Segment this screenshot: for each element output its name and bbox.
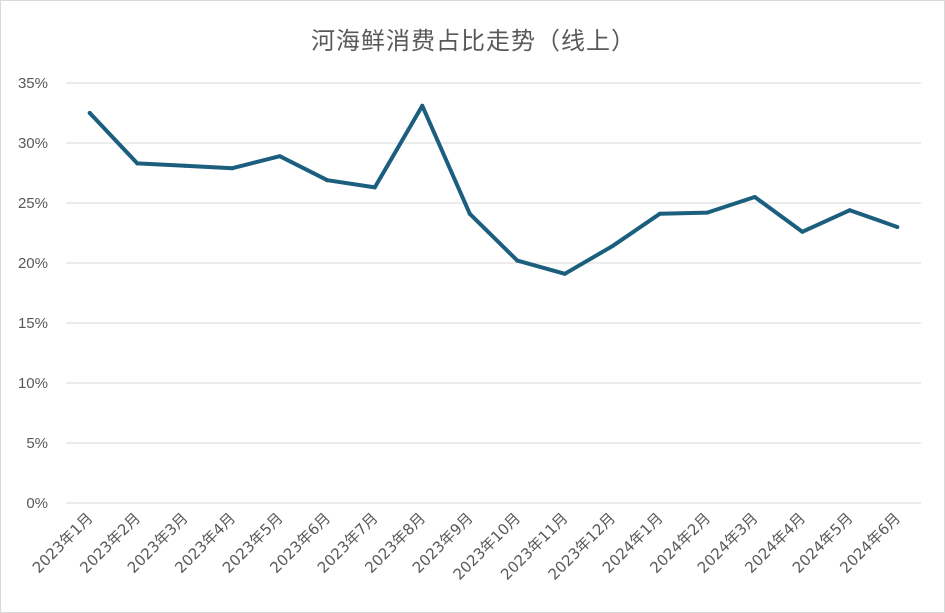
data-point xyxy=(277,154,282,159)
data-point xyxy=(752,195,757,199)
data-point xyxy=(895,225,900,229)
series-line xyxy=(87,103,900,276)
data-point xyxy=(135,161,140,166)
data-point xyxy=(657,211,662,216)
grid-layer xyxy=(66,82,921,504)
data-point xyxy=(467,211,472,216)
chart-title: 河海鲜消费占比走势（线上） xyxy=(311,27,636,55)
y-tick-label: 30% xyxy=(18,135,48,152)
data-point xyxy=(800,229,805,234)
data-point xyxy=(610,244,615,249)
series-layer xyxy=(87,103,900,276)
x-axis-tick-labels: 2023年1月2023年2月2023年3月2023年4月2023年5月2023年… xyxy=(29,509,904,583)
data-point xyxy=(515,258,520,263)
data-point xyxy=(87,111,92,115)
y-tick-label: 10% xyxy=(18,375,48,392)
data-point xyxy=(562,271,567,276)
y-axis-tick-labels: 0% 5% 10% 15% 20% 25% 30% 35% xyxy=(18,75,48,512)
data-point xyxy=(847,208,852,213)
data-point xyxy=(372,185,377,190)
y-tick-label: 0% xyxy=(26,495,48,512)
data-point xyxy=(705,210,710,215)
data-point xyxy=(420,103,425,108)
y-tick-label: 5% xyxy=(26,435,48,452)
y-tick-label: 25% xyxy=(18,195,48,212)
data-point xyxy=(230,166,235,171)
y-tick-label: 35% xyxy=(18,75,48,92)
y-tick-label: 20% xyxy=(18,255,48,272)
y-tick-label: 15% xyxy=(18,315,48,332)
data-point xyxy=(182,163,187,168)
data-point xyxy=(325,178,330,183)
